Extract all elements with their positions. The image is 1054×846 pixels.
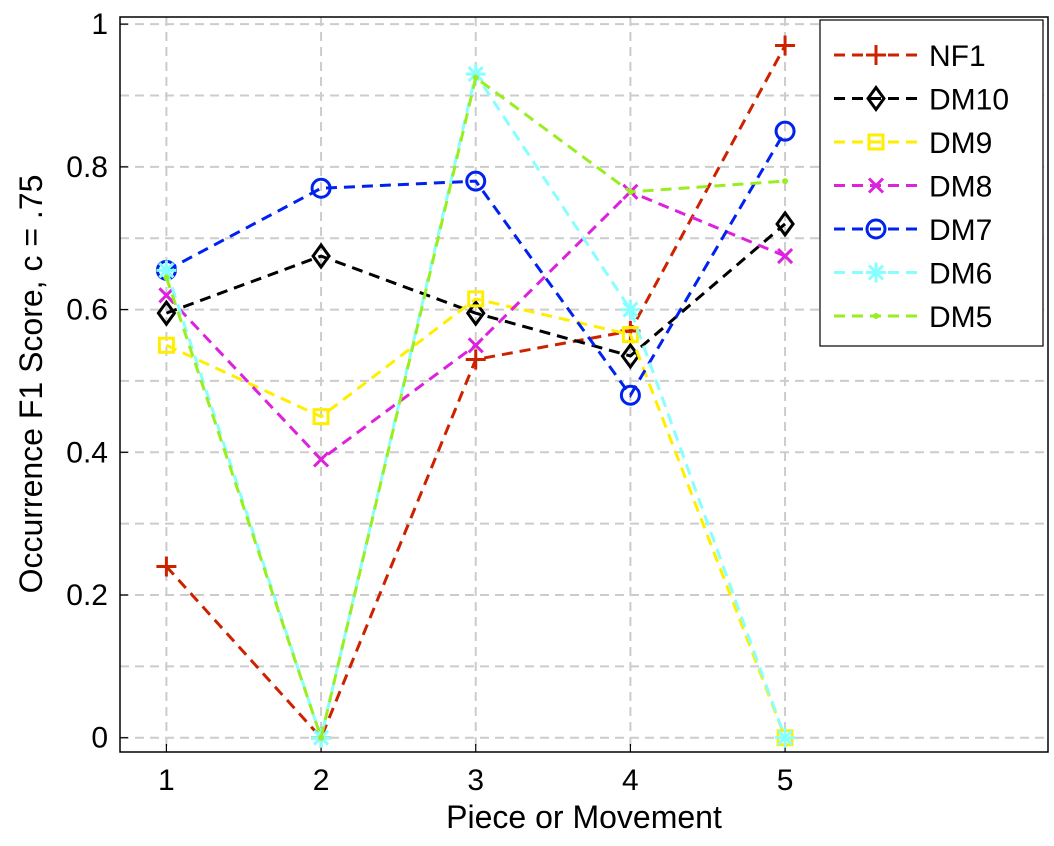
data-point-dm5: [627, 188, 634, 195]
data-point-dm9: [467, 290, 485, 308]
data-point-dm10: [465, 299, 486, 327]
y-tick-label: 0.6: [66, 294, 108, 327]
data-point-dm10: [156, 299, 177, 327]
x-tick-label: 3: [467, 764, 484, 797]
series-group: [155, 35, 796, 748]
data-point-dm7: [310, 177, 332, 199]
x-tick-label: 5: [777, 764, 794, 797]
series-line-dm10: [165, 222, 787, 358]
data-point-dm5: [163, 274, 170, 281]
legend-marker: [867, 133, 885, 151]
legend-label: DM6: [929, 258, 992, 291]
legend-label: DM7: [929, 214, 992, 247]
legend-item-dm10: DM10: [834, 84, 1009, 117]
y-axis-ticks: 0 0.2 0.4 0.6 0.8 1: [66, 8, 128, 755]
data-point-nf1: [156, 556, 177, 577]
y-tick-label: 0.8: [66, 151, 108, 184]
legend-label: DM10: [929, 84, 1009, 117]
x-axis-label: Piece or Movement: [446, 799, 722, 835]
y-tick-label: 0: [91, 722, 108, 755]
legend-label: DM9: [929, 127, 992, 160]
x-tick-label: 4: [622, 764, 639, 797]
legend: NF1 DM10 DM9 DM8 DM7 DM6 DM5: [819, 19, 1044, 347]
data-point-dm6: [620, 299, 641, 320]
legend-item-dm6: DM6: [834, 258, 992, 291]
data-point-dm6: [156, 260, 177, 281]
data-point-dm10: [311, 242, 331, 270]
x-axis-ticks: 1 2 3 4 5: [158, 744, 793, 797]
data-point-dm7: [465, 170, 487, 192]
legend-label: DM5: [929, 301, 992, 334]
data-point-dm5: [472, 74, 479, 81]
data-point-nf1: [465, 349, 486, 370]
legend-marker: [866, 45, 886, 65]
series-line-dm9: [165, 297, 787, 739]
data-point-dm6: [465, 64, 486, 85]
data-point-dm9: [157, 336, 175, 354]
legend-marker: [866, 84, 886, 113]
series-line-dm5: [164, 75, 786, 744]
x-tick-label: 1: [158, 764, 175, 797]
data-point-dm7: [619, 384, 641, 406]
data-point-dm9: [312, 408, 330, 426]
data-point-dm8: [158, 287, 175, 304]
legend-marker: [873, 313, 879, 319]
legend-item-dm5: DM5: [834, 301, 992, 334]
data-point-dm5: [318, 734, 325, 741]
y-tick-label: 0.2: [66, 579, 108, 612]
legend-marker: [866, 262, 886, 283]
data-point-dm8: [313, 451, 330, 468]
legend-item-dm7: DM7: [834, 214, 992, 247]
data-point-dm6: [775, 727, 796, 748]
legend-item-dm8: DM8: [834, 171, 992, 204]
plot-frame: [119, 16, 1049, 753]
y-tick-label: 1: [91, 8, 108, 41]
data-point-dm8: [467, 337, 484, 354]
legend-marker: [865, 218, 887, 240]
y-tick-label: 0.4: [66, 436, 108, 469]
legend-label: DM8: [929, 171, 992, 204]
y-axis-label: Occurrence F1 Score, c = .75: [13, 175, 49, 594]
series-dm5: [163, 74, 789, 744]
legend-item-dm9: DM9: [834, 127, 992, 160]
series-line-dm7: [165, 130, 787, 398]
data-point-dm5: [782, 178, 789, 185]
series-dm8: [158, 183, 794, 468]
data-point-dm9: [621, 326, 639, 344]
legend-label: NF1: [929, 40, 986, 73]
data-point-dm8: [777, 247, 794, 265]
x-tick-label: 2: [313, 764, 330, 797]
legend-marker: [867, 177, 885, 194]
data-point-dm10: [775, 210, 795, 238]
data-point-nf1: [775, 35, 796, 56]
data-point-dm7: [774, 120, 796, 142]
legend-box: [819, 19, 1044, 347]
series-dm10: [156, 210, 795, 370]
legend-item-nf1: NF1: [834, 40, 986, 73]
series-dm6: [156, 64, 796, 748]
